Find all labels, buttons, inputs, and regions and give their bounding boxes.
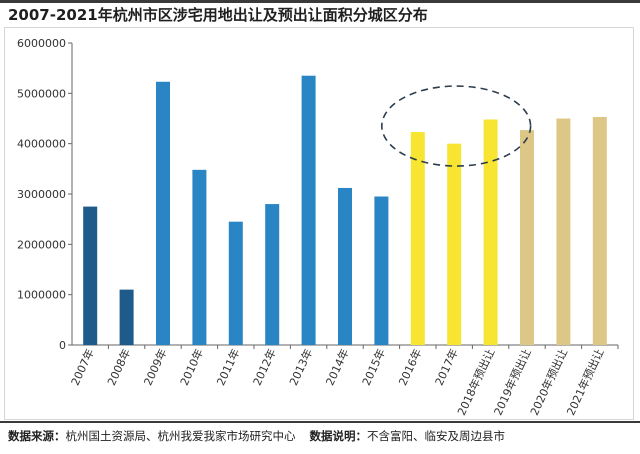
bar xyxy=(265,204,280,345)
y-tick-label: 1000000 xyxy=(17,289,66,302)
footer: 数据来源：杭州国土资源局、杭州我爱我家市场研究中心 数据说明：不含富阳、临安及周边… xyxy=(8,428,632,444)
y-tick-label: 3000000 xyxy=(17,188,66,201)
bar xyxy=(338,187,352,345)
bar xyxy=(410,132,425,345)
y-tick-label: 0 xyxy=(59,339,66,352)
bar xyxy=(447,143,462,345)
x-tick-label: 2013年 xyxy=(286,346,315,387)
bar xyxy=(83,206,98,345)
chart-title: 2007-2021年杭州市区涉宅用地出让及预出让面积分城区分布 xyxy=(8,6,428,24)
x-tick-label: 2019年预出让 xyxy=(491,346,534,417)
y-tick-label: 2000000 xyxy=(17,238,66,251)
bar xyxy=(301,75,316,345)
top-rule xyxy=(0,0,640,3)
x-tick-label: 2012年 xyxy=(250,346,279,387)
x-tick-label: 2008年 xyxy=(104,346,133,387)
x-tick-label: 2016年 xyxy=(395,346,424,387)
bar xyxy=(374,196,389,345)
bar xyxy=(192,169,207,345)
x-tick-label: 2007年 xyxy=(68,346,97,387)
y-tick-label: 5000000 xyxy=(17,87,66,100)
bar xyxy=(119,289,134,345)
bar xyxy=(483,119,498,345)
bar xyxy=(592,116,607,346)
bar-chart: 0 1000000 2000000 3000000 4000000 5000000 6000… xyxy=(17,37,619,418)
y-tick-label: 4000000 xyxy=(17,138,66,151)
x-tick-label: 2014年 xyxy=(323,346,352,387)
x-tick-label: 2021年预出让 xyxy=(563,346,606,417)
x-tick-label: 2011年 xyxy=(213,346,242,387)
x-tick-label: 2015年 xyxy=(359,346,388,387)
x-tick-label: 2020年预出让 xyxy=(527,346,570,417)
x-tick-label: 2017年 xyxy=(432,346,461,387)
source-label: 数据来源： xyxy=(8,429,66,443)
note-label: 数据说明： xyxy=(309,429,368,443)
bar xyxy=(156,81,170,346)
x-tick-label: 2018年预出让 xyxy=(454,346,497,417)
source-text: 杭州国土资源局、杭州我爱我家市场研究中心 xyxy=(65,429,296,443)
x-tick-label: 2010年 xyxy=(177,346,206,387)
note-text: 不含富阳、临安及周边县市 xyxy=(367,429,505,443)
bar xyxy=(228,221,243,345)
bar xyxy=(556,118,571,345)
x-tick-label: 2009年 xyxy=(141,346,170,387)
bar xyxy=(520,130,534,345)
highlight-ellipse xyxy=(381,85,532,167)
bottom-rule xyxy=(0,421,640,423)
y-tick-label: 6000000 xyxy=(17,37,66,50)
